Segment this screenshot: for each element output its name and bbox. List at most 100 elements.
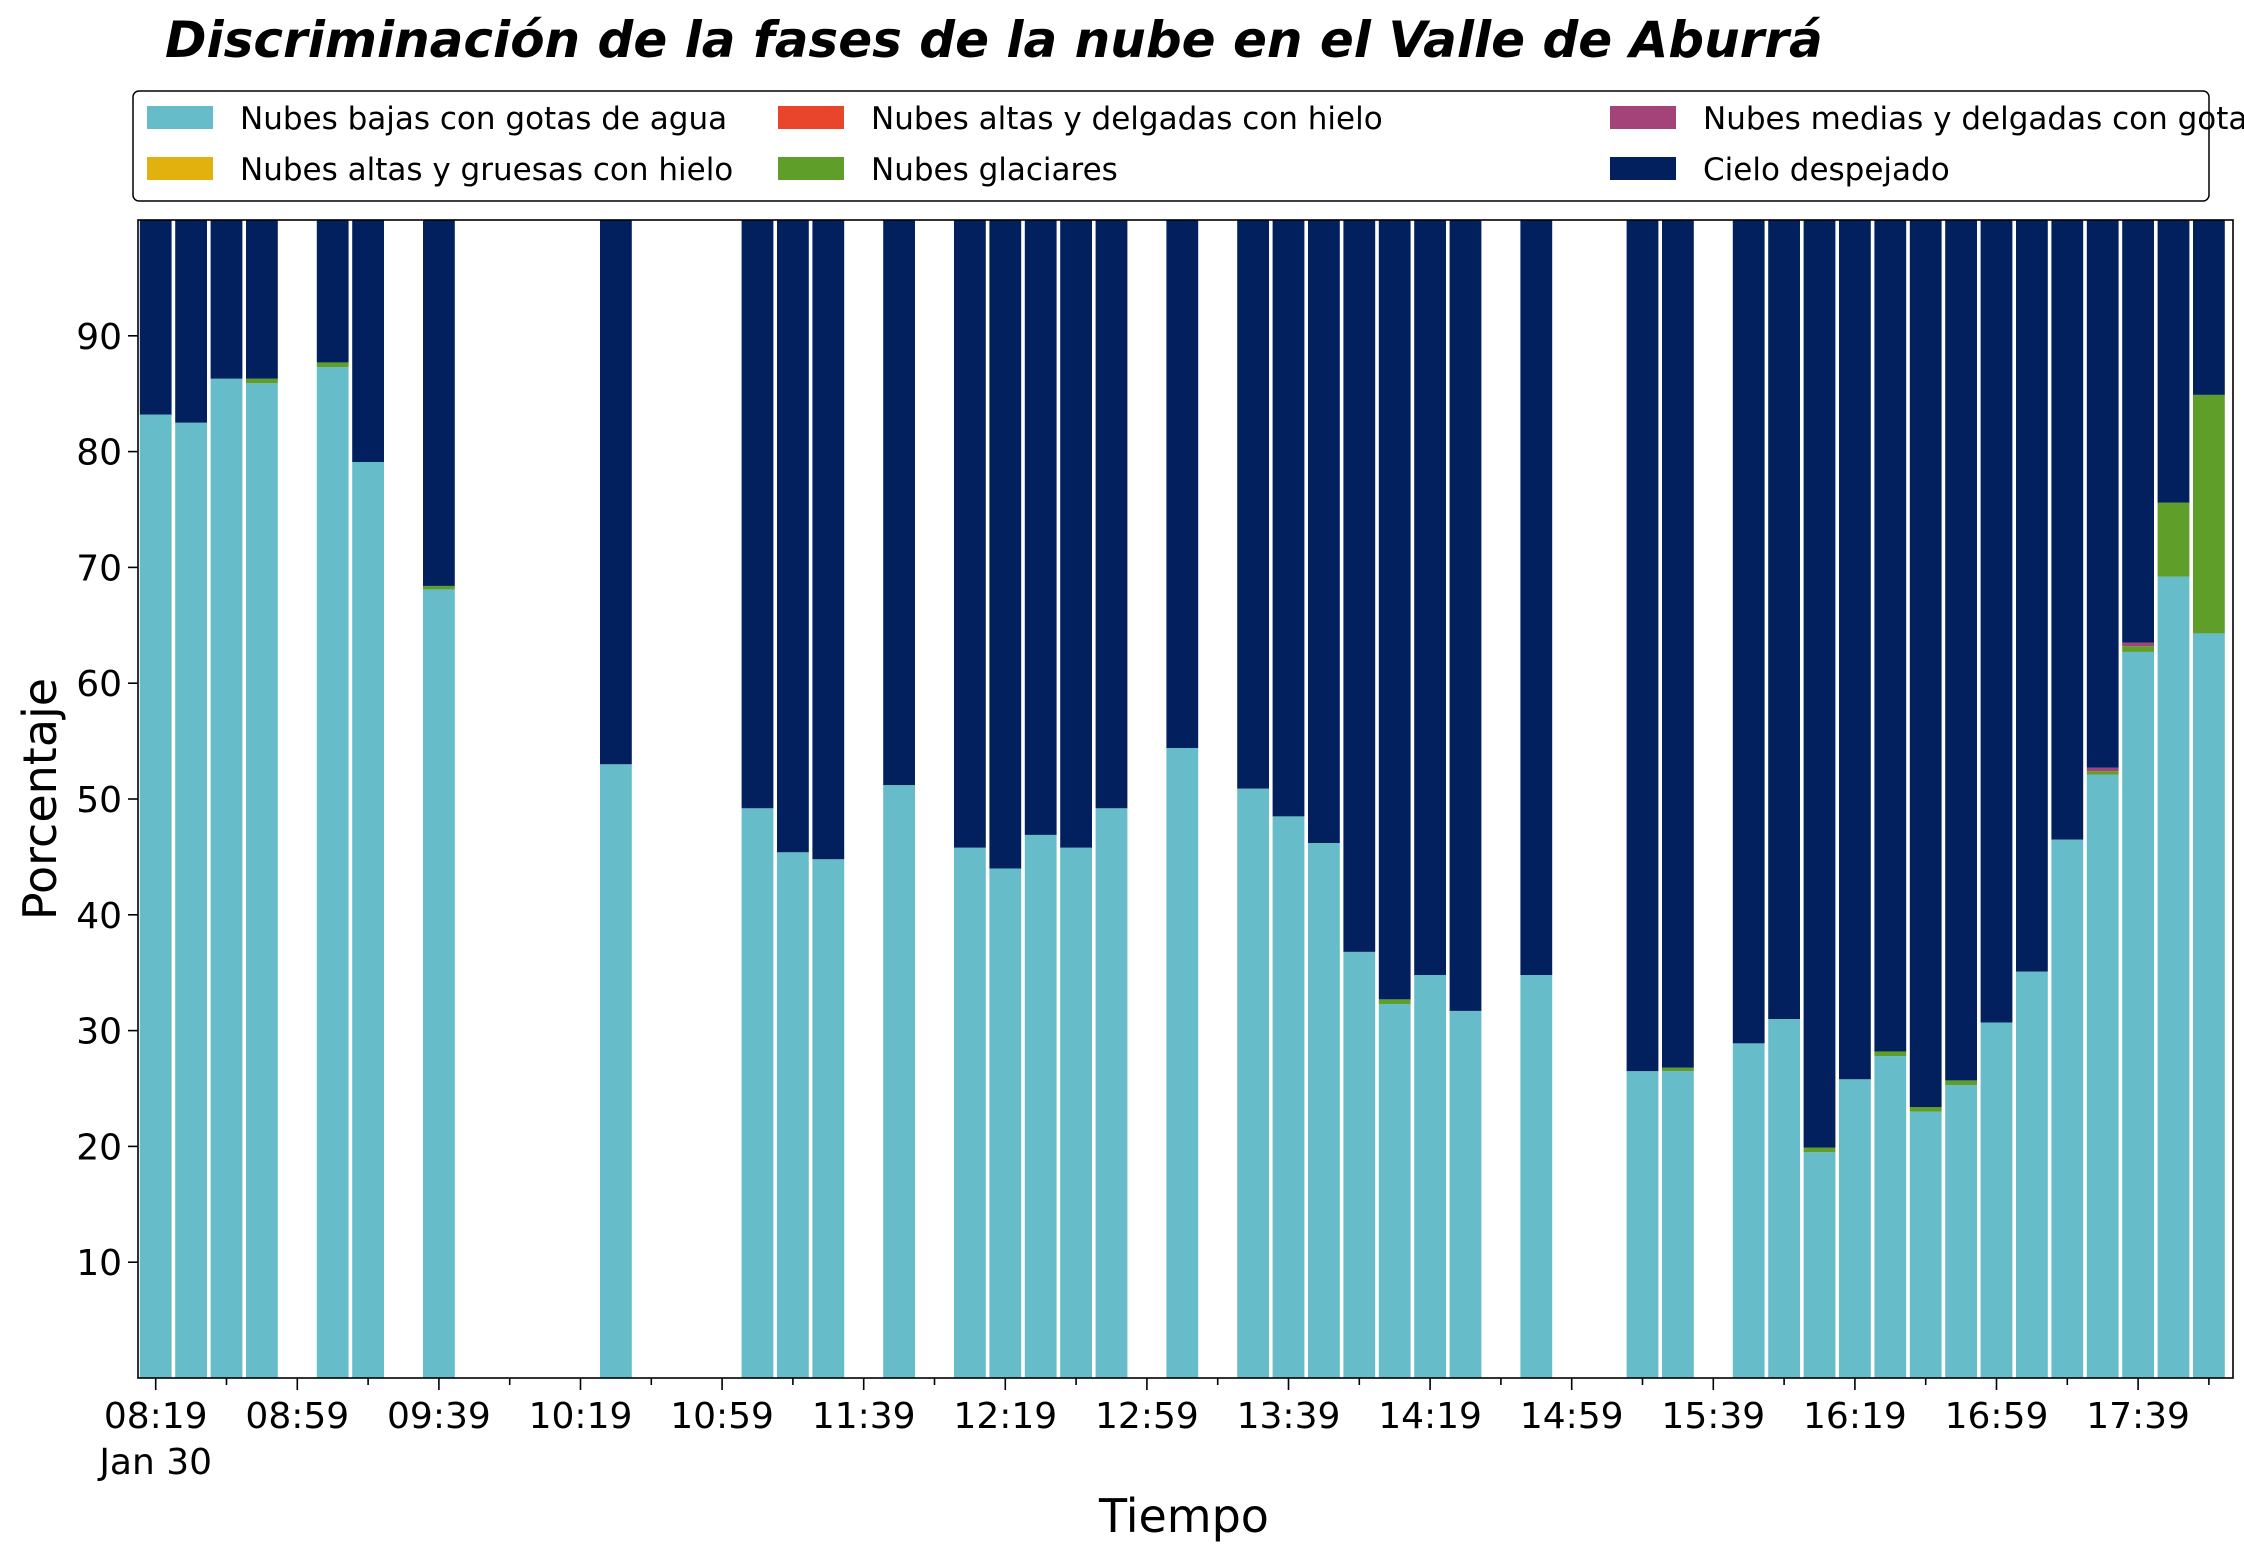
y-axis-label: Porcentaje [13,678,67,920]
bar-segment-cielo-despejado [1874,220,1907,1052]
legend-swatch [147,106,213,129]
bar-1649 [1945,220,1977,1378]
bar-0919 [352,220,384,1378]
bar-segment-nubes-bajas-con-gotas-de-agua [1414,975,1446,1378]
x-tick-label: 08:59 [245,1396,349,1437]
bar-segment-nubes-bajas-con-gotas-de-agua [139,414,172,1378]
bar-segment-nubes-bajas-con-gotas-de-agua [1732,1043,1765,1378]
bar-segment-cielo-despejado [1414,220,1446,976]
x-tick-date-label: Jan 30 [97,1442,212,1483]
bar-segment-nubes-glaciares [2086,771,2119,775]
bar-segment-cielo-despejado [246,220,278,379]
bar-segment-nubes-glaciares [1803,1147,1836,1153]
bar-1349 [1308,220,1340,1378]
legend-item-cielo-despejado: Cielo despejado [1610,152,1950,188]
bar-segment-cielo-despejado [1662,220,1694,1068]
legend-item-nubes-medias-y-delgadas-con-gotas-de-agua: Nubes medias y delgadas con gotas de agu… [1610,101,2244,137]
legend-item-nubes-altas-y-delgadas-con-hielo: Nubes altas y delgadas con hielo [778,101,1383,137]
bar-1519 [1626,220,1659,1378]
y-tick-label: 80 [76,433,122,474]
bar-1609 [1803,220,1836,1378]
bar-1749 [2157,220,2190,1378]
bar-segment-nubes-bajas-con-gotas-de-agua [989,868,1022,1378]
bar-segment-cielo-despejado [2051,220,2084,840]
x-axis-label: Tiempo [1098,1489,1269,1543]
bar-1119 [777,220,809,1378]
bar-1409 [1378,220,1411,1378]
bar-segment-cielo-despejado [1732,220,1765,1044]
legend-swatch [778,157,844,180]
bar-segment-cielo-despejado [1980,220,2013,1023]
bar-1359 [1343,220,1376,1378]
bar-segment-cielo-despejado [1520,220,1553,976]
x-tick-label: 11:39 [812,1396,916,1437]
bar-segment-nubes-glaciares [1378,999,1411,1004]
bar-segment-nubes-bajas-con-gotas-de-agua [1449,1010,1482,1378]
bar-segment-nubes-bajas-con-gotas-de-agua [1803,1152,1836,1378]
bar-segment-nubes-bajas-con-gotas-de-agua [741,808,774,1378]
bar-segment-nubes-bajas-con-gotas-de-agua [1945,1085,1977,1378]
x-tick-label: 16:19 [1803,1396,1907,1437]
bar-segment-cielo-despejado [1272,220,1305,817]
bar-segment-cielo-despejado [2016,220,2048,972]
x-tick-label: 13:39 [1237,1396,1341,1437]
legend-label: Nubes glaciares [871,152,1118,188]
bar-segment-nubes-bajas-con-gotas-de-agua [1662,1071,1694,1378]
legend: Nubes bajas con gotas de agua Nubes altas… [132,90,2244,202]
bar-1729 [2086,220,2119,1378]
bar-segment-nubes-glaciares [2193,394,2225,634]
bar-segment-nubes-bajas-con-gotas-de-agua [1095,808,1128,1378]
bar-segment-cielo-despejado [1024,220,1057,835]
bar-segment-nubes-bajas-con-gotas-de-agua [1874,1056,1907,1378]
y-tick-label: 40 [76,896,122,937]
bar-1759 [2193,220,2225,1378]
bar-1719 [2051,220,2084,1378]
bar-segment-cielo-despejado [777,220,809,853]
legend-label: Nubes altas y gruesas con hielo [240,152,733,188]
bar-segment-cielo-despejado [316,220,349,363]
bar-segment-nubes-bajas-con-gotas-de-agua [1980,1022,2013,1378]
x-tick-label: 08:19 [104,1396,208,1437]
y-tick-label: 90 [76,317,122,358]
legend-item-nubes-glaciares: Nubes glaciares [778,152,1118,188]
bar-segment-nubes-bajas-con-gotas-de-agua [352,462,384,1378]
bar-segment-nubes-bajas-con-gotas-de-agua [2193,633,2225,1378]
bar-1639 [1909,220,1942,1378]
bar-segment-cielo-despejado [1768,220,1800,1020]
x-axis: 08:19 Jan 30 08:59 09:39 10:19 10:59 11:39 12:1… [97,1378,2210,1483]
bar-1419 [1414,220,1446,1378]
x-tick-label: 17:39 [2086,1396,2190,1437]
bar-segment-nubes-bajas-con-gotas-de-agua [2086,774,2119,1378]
bar-0829 [175,220,207,1378]
bar-segment-nubes-bajas-con-gotas-de-agua [1308,843,1340,1378]
bar-1249 [1095,220,1128,1378]
legend-swatch [1610,106,1676,129]
bar-segment-cielo-despejado [1166,220,1199,749]
bar-1659 [1980,220,2013,1378]
bar-segment-cielo-despejado [600,220,632,765]
bar-segment-cielo-despejado [954,220,986,848]
bar-segment-cielo-despejado [1237,220,1269,789]
bar-1239 [1060,220,1092,1378]
legend-item-nubes-altas-y-gruesas-con-hielo: Nubes altas y gruesas con hielo [147,152,733,188]
x-tick-label: 12:19 [953,1396,1057,1437]
bar-1549 [1732,220,1765,1378]
bar-segment-cielo-despejado [1378,220,1411,1000]
bar-segment-cielo-despejado [1308,220,1340,843]
bar-segment-cielo-despejado [1909,220,1942,1108]
bar-1559 [1768,220,1800,1378]
bar-segment-nubes-medias-y-delgadas-con-gotas-de-agua [2086,767,2119,772]
bar-segment-nubes-glaciares [2157,502,2190,577]
bar-segment-cielo-despejado [175,220,207,423]
bar-segment-nubes-bajas-con-gotas-de-agua [175,422,207,1378]
plot-area: 10 20 30 40 50 60 70 80 90 08:19 Jan 30 08:59 09:39… [76,219,2234,1483]
bar-segment-nubes-glaciares [316,362,349,368]
bar-segment-nubes-bajas-con-gotas-de-agua [1520,975,1553,1378]
bar-segment-cielo-despejado [139,220,172,415]
bar-segment-nubes-bajas-con-gotas-de-agua [812,859,845,1378]
bar-1709 [2016,220,2048,1378]
bar-1329 [1237,220,1269,1378]
bar-1309 [1166,220,1199,1378]
bar-segment-nubes-bajas-con-gotas-de-agua [954,847,986,1378]
bar-1029 [600,220,632,1378]
